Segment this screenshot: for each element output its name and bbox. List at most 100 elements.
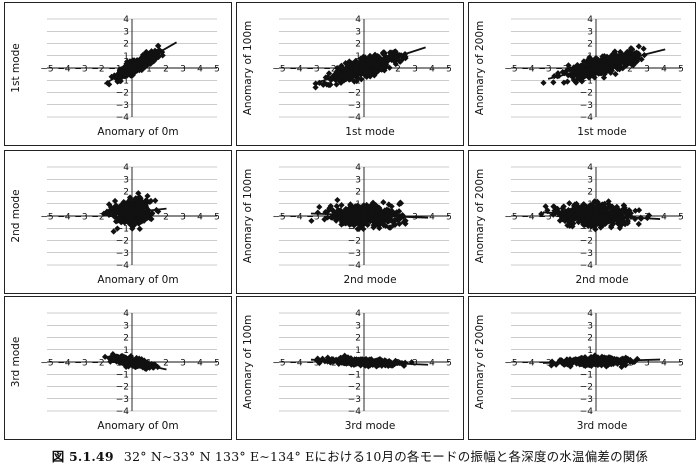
data-point (355, 208, 363, 215)
x-tick-label: −2 (91, 213, 104, 223)
data-point (372, 202, 379, 209)
x-tick-label: −3 (538, 213, 551, 223)
data-point (126, 194, 134, 201)
data-point (139, 204, 146, 211)
x-tick-label: −3 (74, 359, 87, 369)
data-point (397, 199, 404, 206)
x-tick-label: 4 (197, 65, 203, 75)
data-point (146, 198, 154, 205)
y-tick-label: 3 (355, 175, 361, 185)
x-tick-label: 3 (180, 359, 186, 369)
x-axis-title: 3rd mode (345, 420, 396, 432)
x-tick-label: −3 (74, 65, 87, 75)
data-point (582, 68, 589, 75)
data-point (554, 70, 562, 77)
data-point (561, 217, 569, 225)
x-tick-label: −5 (40, 65, 53, 75)
trend-line (104, 41, 177, 85)
y-tick-label: 4 (123, 309, 129, 319)
y-tick-label: −3 (580, 395, 593, 405)
y-tick-label: −1 (580, 224, 593, 234)
data-point (372, 217, 379, 224)
data-point (321, 216, 328, 223)
data-point (619, 209, 626, 216)
x-tick-label: 1 (146, 65, 152, 75)
x-tick-label: 3 (644, 359, 650, 369)
y-tick-label: −4 (580, 261, 594, 271)
y-axis-title: 3rd mode (10, 337, 22, 388)
caption-figure-number: 図 5.1.49 (51, 449, 114, 464)
data-point (408, 359, 415, 366)
data-point (135, 190, 142, 197)
data-point (638, 56, 645, 63)
x-tick-label: 3 (180, 65, 186, 75)
data-point (625, 212, 632, 219)
y-tick-label: 4 (355, 163, 361, 173)
data-point (591, 74, 598, 81)
x-tick-label: −3 (306, 213, 319, 223)
data-point (369, 59, 376, 67)
data-point (596, 218, 603, 225)
y-tick-label: 1 (123, 346, 129, 356)
data-point (314, 209, 321, 216)
data-point (645, 212, 653, 219)
data-point (605, 218, 612, 225)
y-tick-label: −3 (348, 395, 361, 405)
y-tick-label: 4 (587, 15, 593, 25)
x-tick-label: 5 (214, 213, 220, 223)
x-tick-label: −1 (108, 65, 121, 75)
x-tick-label: −3 (74, 213, 87, 223)
data-point (570, 202, 578, 210)
x-tick-label: −4 (289, 65, 303, 75)
y-tick-label: −1 (580, 370, 593, 380)
x-tick-label: −2 (555, 65, 568, 75)
data-point (143, 197, 150, 204)
data-point (551, 203, 558, 210)
y-tick-label: 1 (123, 52, 129, 62)
data-point (376, 224, 383, 232)
x-tick-label: −2 (323, 65, 336, 75)
y-tick-label: −1 (348, 370, 361, 380)
data-point (629, 46, 636, 53)
data-point (566, 222, 573, 229)
y-tick-label: −3 (348, 249, 361, 259)
y-tick-label: 2 (587, 334, 593, 344)
data-point (352, 203, 359, 210)
data-point (364, 221, 371, 229)
x-axis-title: Anomary of 0m (97, 420, 178, 432)
data-point (627, 60, 635, 67)
data-point (609, 210, 616, 217)
data-point (137, 202, 145, 209)
x-axis-title: 3rd mode (577, 420, 628, 432)
data-point (113, 215, 120, 222)
x-tick-label: 3 (412, 65, 418, 75)
data-point (575, 215, 582, 222)
y-axis-title: Anomary of 200m (474, 169, 486, 264)
data-point (144, 208, 151, 215)
x-tick-label: 4 (429, 213, 435, 223)
x-tick-label: −3 (538, 65, 551, 75)
data-point (622, 62, 629, 70)
y-tick-label: 1 (587, 346, 593, 356)
data-point (585, 204, 592, 211)
data-point (360, 202, 367, 209)
x-tick-label: 4 (661, 213, 667, 223)
data-point (594, 66, 601, 73)
data-point (152, 197, 159, 204)
data-point (333, 68, 341, 75)
y-tick-label: −2 (116, 237, 129, 247)
x-tick-label: 5 (446, 213, 452, 223)
x-tick-label: −5 (40, 213, 53, 223)
x-axis-title: 1st mode (577, 126, 626, 138)
y-tick-label: −4 (348, 261, 362, 271)
x-tick-label: −5 (272, 65, 285, 75)
data-point (382, 222, 389, 229)
y-axis-title: Anomary of 100m (242, 21, 254, 116)
x-tick-label: −4 (521, 213, 535, 223)
